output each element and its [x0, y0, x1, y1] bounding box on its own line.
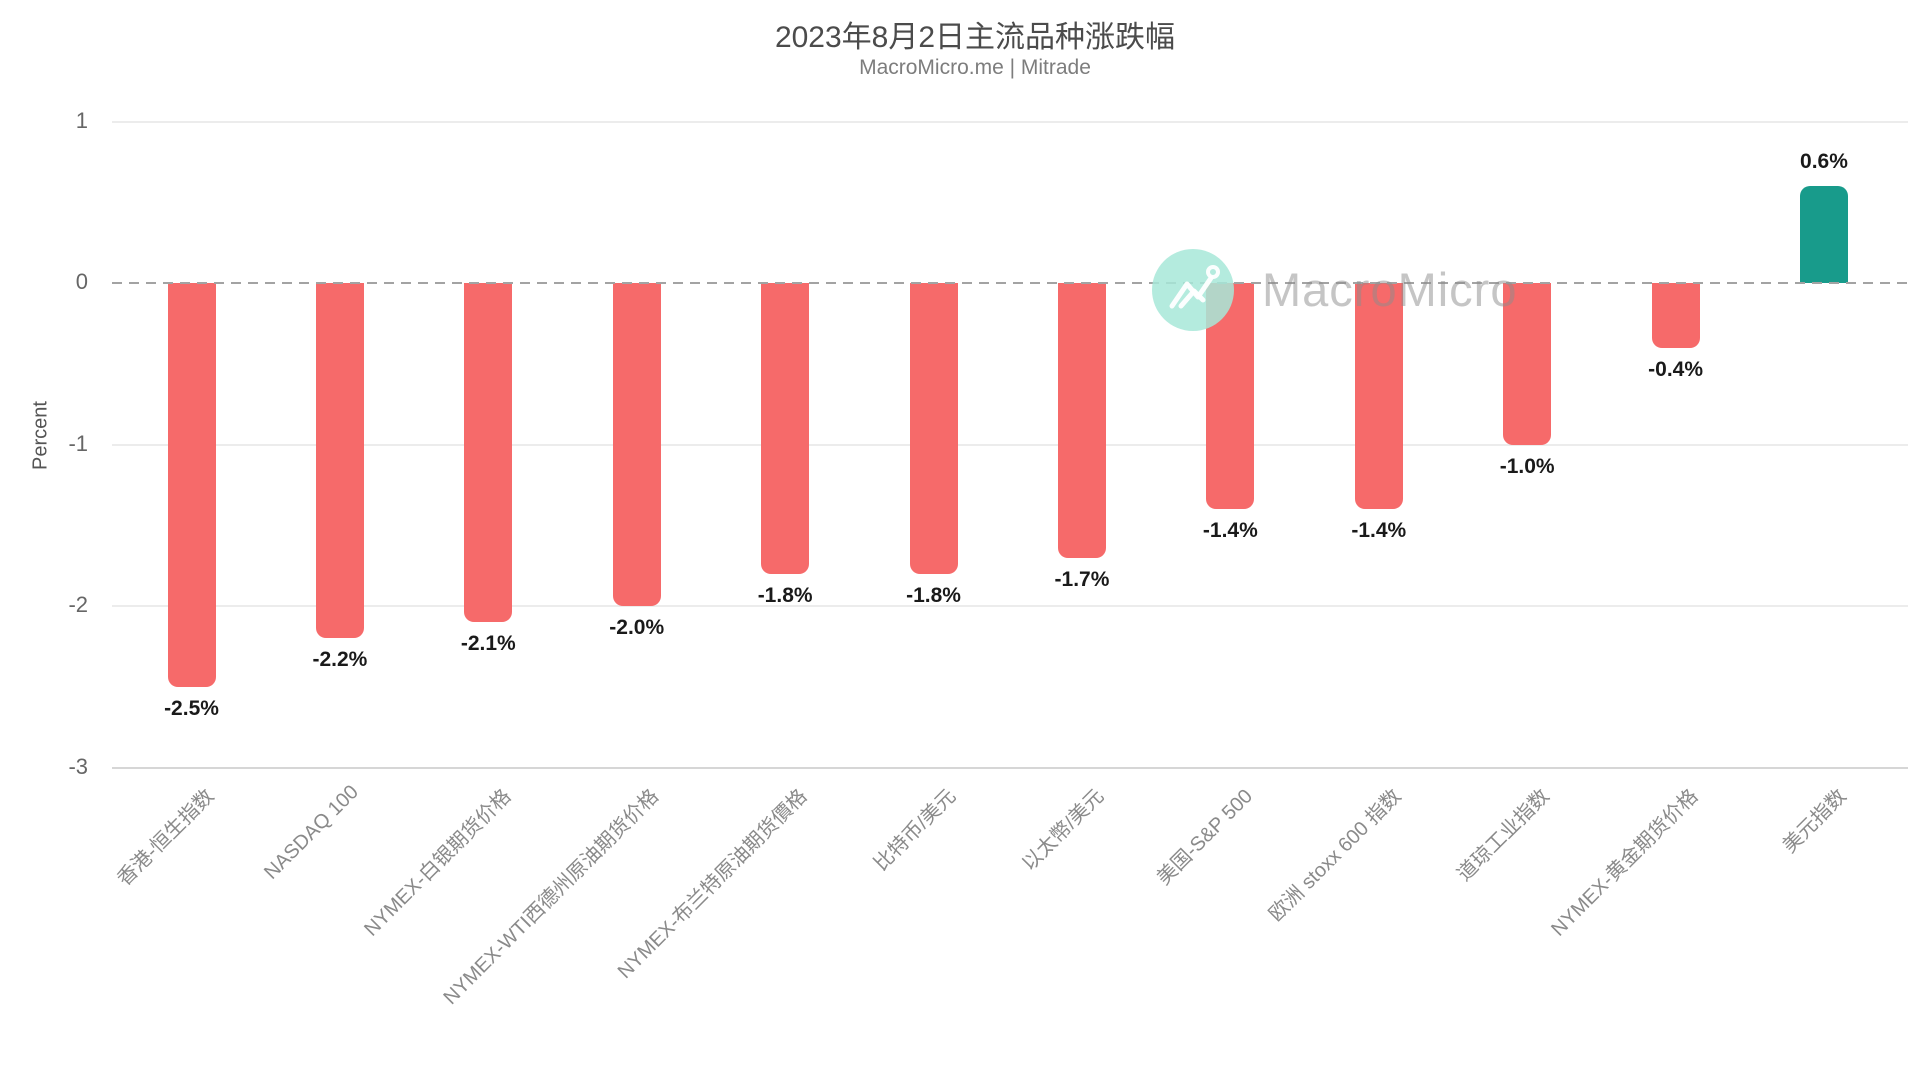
bar	[761, 283, 810, 574]
x-axis-label: 欧洲 stoxx 600 指数	[1265, 785, 1406, 926]
bar-value-label: 0.6%	[1800, 150, 1848, 174]
chart-title: 2023年8月2日主流品种涨跌幅	[774, 21, 1176, 54]
bar	[167, 283, 216, 687]
bar-value-label: -1.0%	[1499, 454, 1555, 478]
bar-value-label: -1.4%	[1202, 519, 1258, 543]
x-axis-label: 美元指数	[1778, 785, 1851, 858]
bar	[1651, 283, 1700, 348]
y-tick-label: -2	[68, 592, 88, 617]
bar	[1057, 283, 1106, 558]
macromicro-logo-icon	[1152, 249, 1234, 331]
bar-value-label: -2.0%	[609, 616, 665, 639]
gridline	[112, 120, 1908, 123]
bar	[909, 283, 958, 574]
y-tick-label: -3	[68, 753, 88, 779]
y-tick-label: -1	[68, 430, 88, 456]
x-axis-label: NASDAQ 100	[259, 781, 363, 884]
gridline	[112, 766, 1908, 769]
bar-value-label: -2.5%	[164, 696, 219, 720]
bar	[464, 283, 513, 623]
bar-value-label: -1.4%	[1351, 519, 1407, 543]
bar-value-label: -1.8%	[906, 583, 961, 607]
bar	[1503, 283, 1552, 445]
y-tick-label: 0	[75, 269, 88, 294]
bar	[315, 283, 364, 639]
bar-value-label: -0.4%	[1648, 357, 1703, 381]
chart-subtitle: MacroMicro.me | Mitrade	[859, 56, 1091, 79]
bar	[612, 283, 661, 606]
x-axis-label: NYMEX-白银期货价格	[359, 785, 516, 941]
bar-value-label: -2.1%	[460, 632, 516, 656]
gridline	[112, 605, 1908, 607]
x-axis-label: NYMEX-黄金期货价格	[1546, 785, 1703, 941]
x-axis-label: 美国-S&P 500	[1153, 785, 1258, 890]
x-axis-label: 以太幣/美元	[1018, 785, 1109, 876]
zero-gridline	[112, 282, 1908, 284]
x-axis-label: 比特币/美元	[870, 785, 961, 876]
bar	[1354, 283, 1403, 510]
y-tick-label: 1	[75, 107, 88, 133]
watermark-brand-text: MacroMicro	[1262, 263, 1518, 316]
bar-value-label: -1.7%	[1054, 567, 1110, 591]
gridline	[112, 443, 1908, 446]
bar	[1799, 186, 1848, 283]
bar-value-label: -1.8%	[757, 583, 813, 607]
x-axis-label: 道琼工业指数	[1453, 785, 1554, 886]
x-axis-label: 香港-恒生指数	[113, 785, 219, 891]
bar-value-label: -2.2%	[312, 648, 368, 672]
